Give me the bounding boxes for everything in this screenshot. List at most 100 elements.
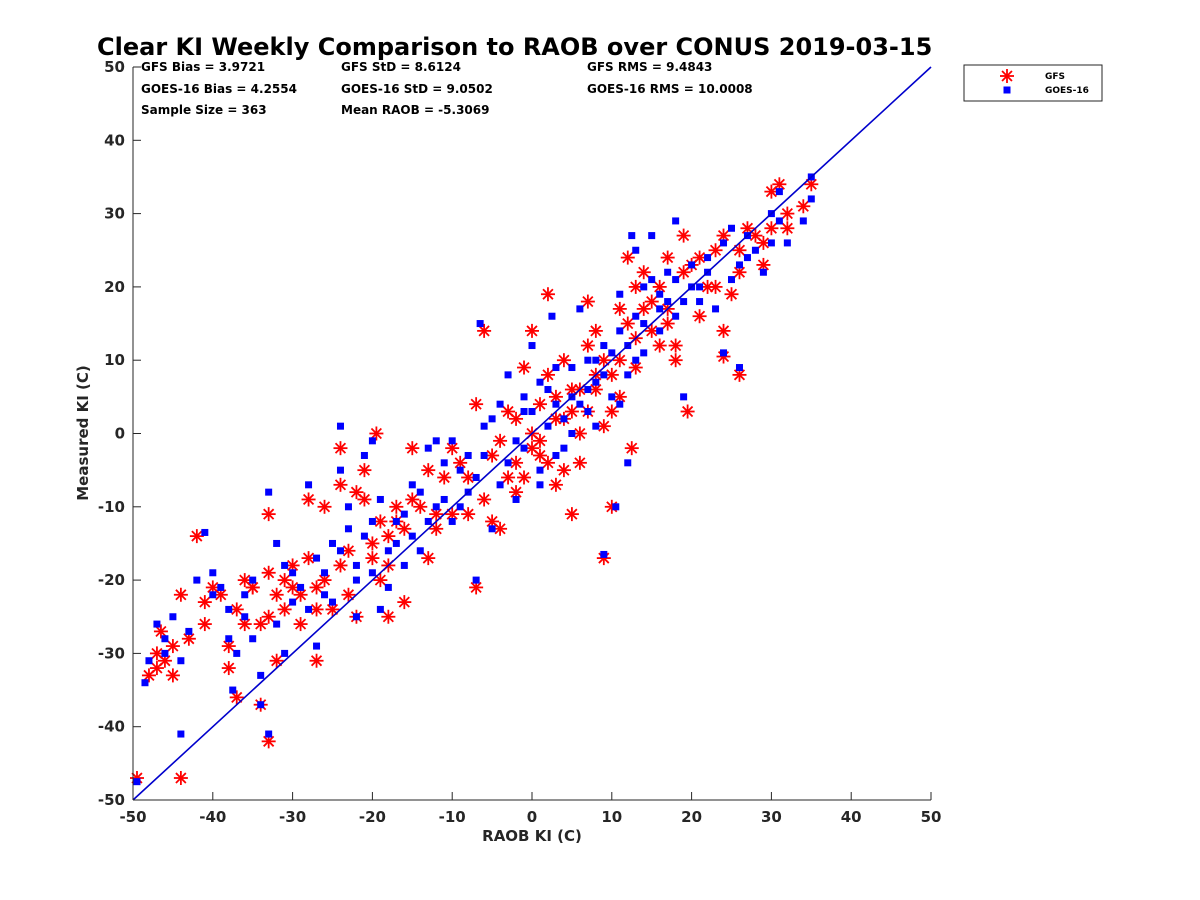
y-tick-label-2: -30	[98, 644, 125, 662]
goes-point-80	[688, 261, 696, 269]
goes-point-48	[464, 451, 472, 459]
goes-point-136	[273, 620, 281, 628]
gfs-point-100	[477, 323, 492, 338]
gfs-point-132	[660, 316, 675, 331]
gfs-point-126	[540, 367, 555, 382]
gfs-point-92	[796, 199, 811, 214]
x-tick-label-9: 40	[841, 808, 862, 826]
y-tick-label-7: 20	[104, 278, 125, 296]
goes-point-97	[775, 217, 783, 225]
goes-point-145	[616, 400, 624, 408]
gfs-point-108	[517, 360, 532, 375]
goes-point-156	[376, 495, 384, 503]
x-tick-label-6: 10	[601, 808, 622, 826]
gfs-point-99	[173, 771, 188, 786]
goes-point-73	[640, 283, 648, 291]
goes-point-172	[728, 276, 735, 284]
goes-point-149	[488, 415, 496, 423]
gfs-point-156	[333, 558, 348, 573]
goes-point-109	[664, 268, 672, 276]
goes-point-83	[712, 305, 720, 313]
stats-block: GFS Bias = 3.9721 GFS StD = 8.6124 GFS R…	[141, 60, 753, 117]
gfs-point-115	[389, 499, 404, 514]
goes-point-74	[648, 232, 656, 240]
gfs-point-133	[676, 265, 691, 280]
goes-point-6	[177, 730, 185, 738]
y-axis-label: Measured KI (C)	[74, 365, 92, 501]
legend-box	[963, 64, 1103, 102]
goes-point-104	[584, 386, 592, 394]
goes-point-46	[448, 437, 456, 445]
gfs-point-11	[221, 661, 236, 676]
goes-point-25	[305, 481, 313, 489]
gfs-point-5	[153, 624, 168, 639]
goes-point-87	[735, 261, 743, 269]
stat-gfs-rms: GFS RMS = 9.4843	[587, 60, 712, 74]
goes-point-44	[432, 437, 440, 445]
x-tick-label-8: 30	[761, 808, 782, 826]
gfs-point-112	[461, 507, 476, 522]
gfs-point-75	[668, 353, 683, 368]
gfs-point-104	[596, 419, 611, 434]
goes-point-130	[368, 569, 376, 577]
goes-point-51	[480, 451, 488, 459]
goes-point-37	[376, 605, 384, 613]
goes-point-45	[440, 495, 448, 503]
reference-line-layer	[132, 66, 932, 801]
goes-point-34	[360, 451, 368, 459]
goes-point-106	[616, 327, 624, 335]
goes-point-72	[632, 246, 640, 254]
goes-point-38	[384, 547, 392, 555]
goes-point-164	[592, 422, 600, 430]
gfs-point-61	[580, 294, 595, 309]
goes-point-161	[281, 649, 289, 657]
gfs-point-125	[149, 646, 164, 661]
goes-point-113	[528, 408, 536, 416]
goes-point-122	[496, 400, 504, 408]
gfs-point-53	[517, 470, 532, 485]
goes-point-79	[680, 393, 688, 401]
y-tick-label-1: -40	[98, 718, 125, 736]
goes-point-3	[153, 620, 161, 628]
goes-point-144	[600, 371, 608, 379]
stat-sample-size: Sample Size = 363	[141, 103, 267, 117]
goes-point-27	[321, 569, 329, 577]
goes-point-141	[552, 364, 560, 372]
goes-point-134	[305, 605, 313, 613]
gfs-point-83	[724, 287, 739, 302]
goes-point-129	[384, 583, 392, 591]
goes-point-13	[229, 686, 237, 694]
goes-point-166	[624, 371, 632, 379]
stat-goes-std: GOES-16 StD = 9.0502	[341, 82, 493, 96]
goes-point-20	[265, 488, 273, 496]
gfs-point-8	[189, 529, 204, 544]
goes-point-120	[640, 320, 648, 328]
goes-point-59	[544, 386, 552, 394]
goes-point-117	[592, 378, 600, 386]
gfs-point-76	[676, 228, 691, 243]
goes-point-70	[624, 459, 632, 467]
gfs-point-164	[532, 448, 547, 463]
gfs-point-68	[624, 441, 639, 456]
goes-point-85	[720, 349, 728, 357]
gfs-point-26	[333, 477, 348, 492]
goes-point-19	[265, 730, 273, 738]
gfs-point-150	[469, 397, 484, 412]
goes-point-18	[257, 701, 265, 709]
gfs-point-67	[620, 250, 635, 265]
gfs-point-140	[620, 316, 635, 331]
goes-point-114	[544, 422, 552, 430]
goes-point-42	[416, 488, 424, 496]
gfs-point-32	[365, 536, 380, 551]
goes-point-159	[329, 598, 336, 606]
goes-point-140	[161, 635, 169, 643]
gfs-point-139	[780, 221, 795, 236]
goes-point-26	[313, 642, 321, 650]
y-tick-label-4: -10	[98, 498, 125, 516]
goes-point-121	[656, 327, 664, 335]
goes-point-126	[432, 503, 440, 511]
goes-point-40	[400, 510, 408, 518]
goes-point-168	[656, 290, 664, 298]
